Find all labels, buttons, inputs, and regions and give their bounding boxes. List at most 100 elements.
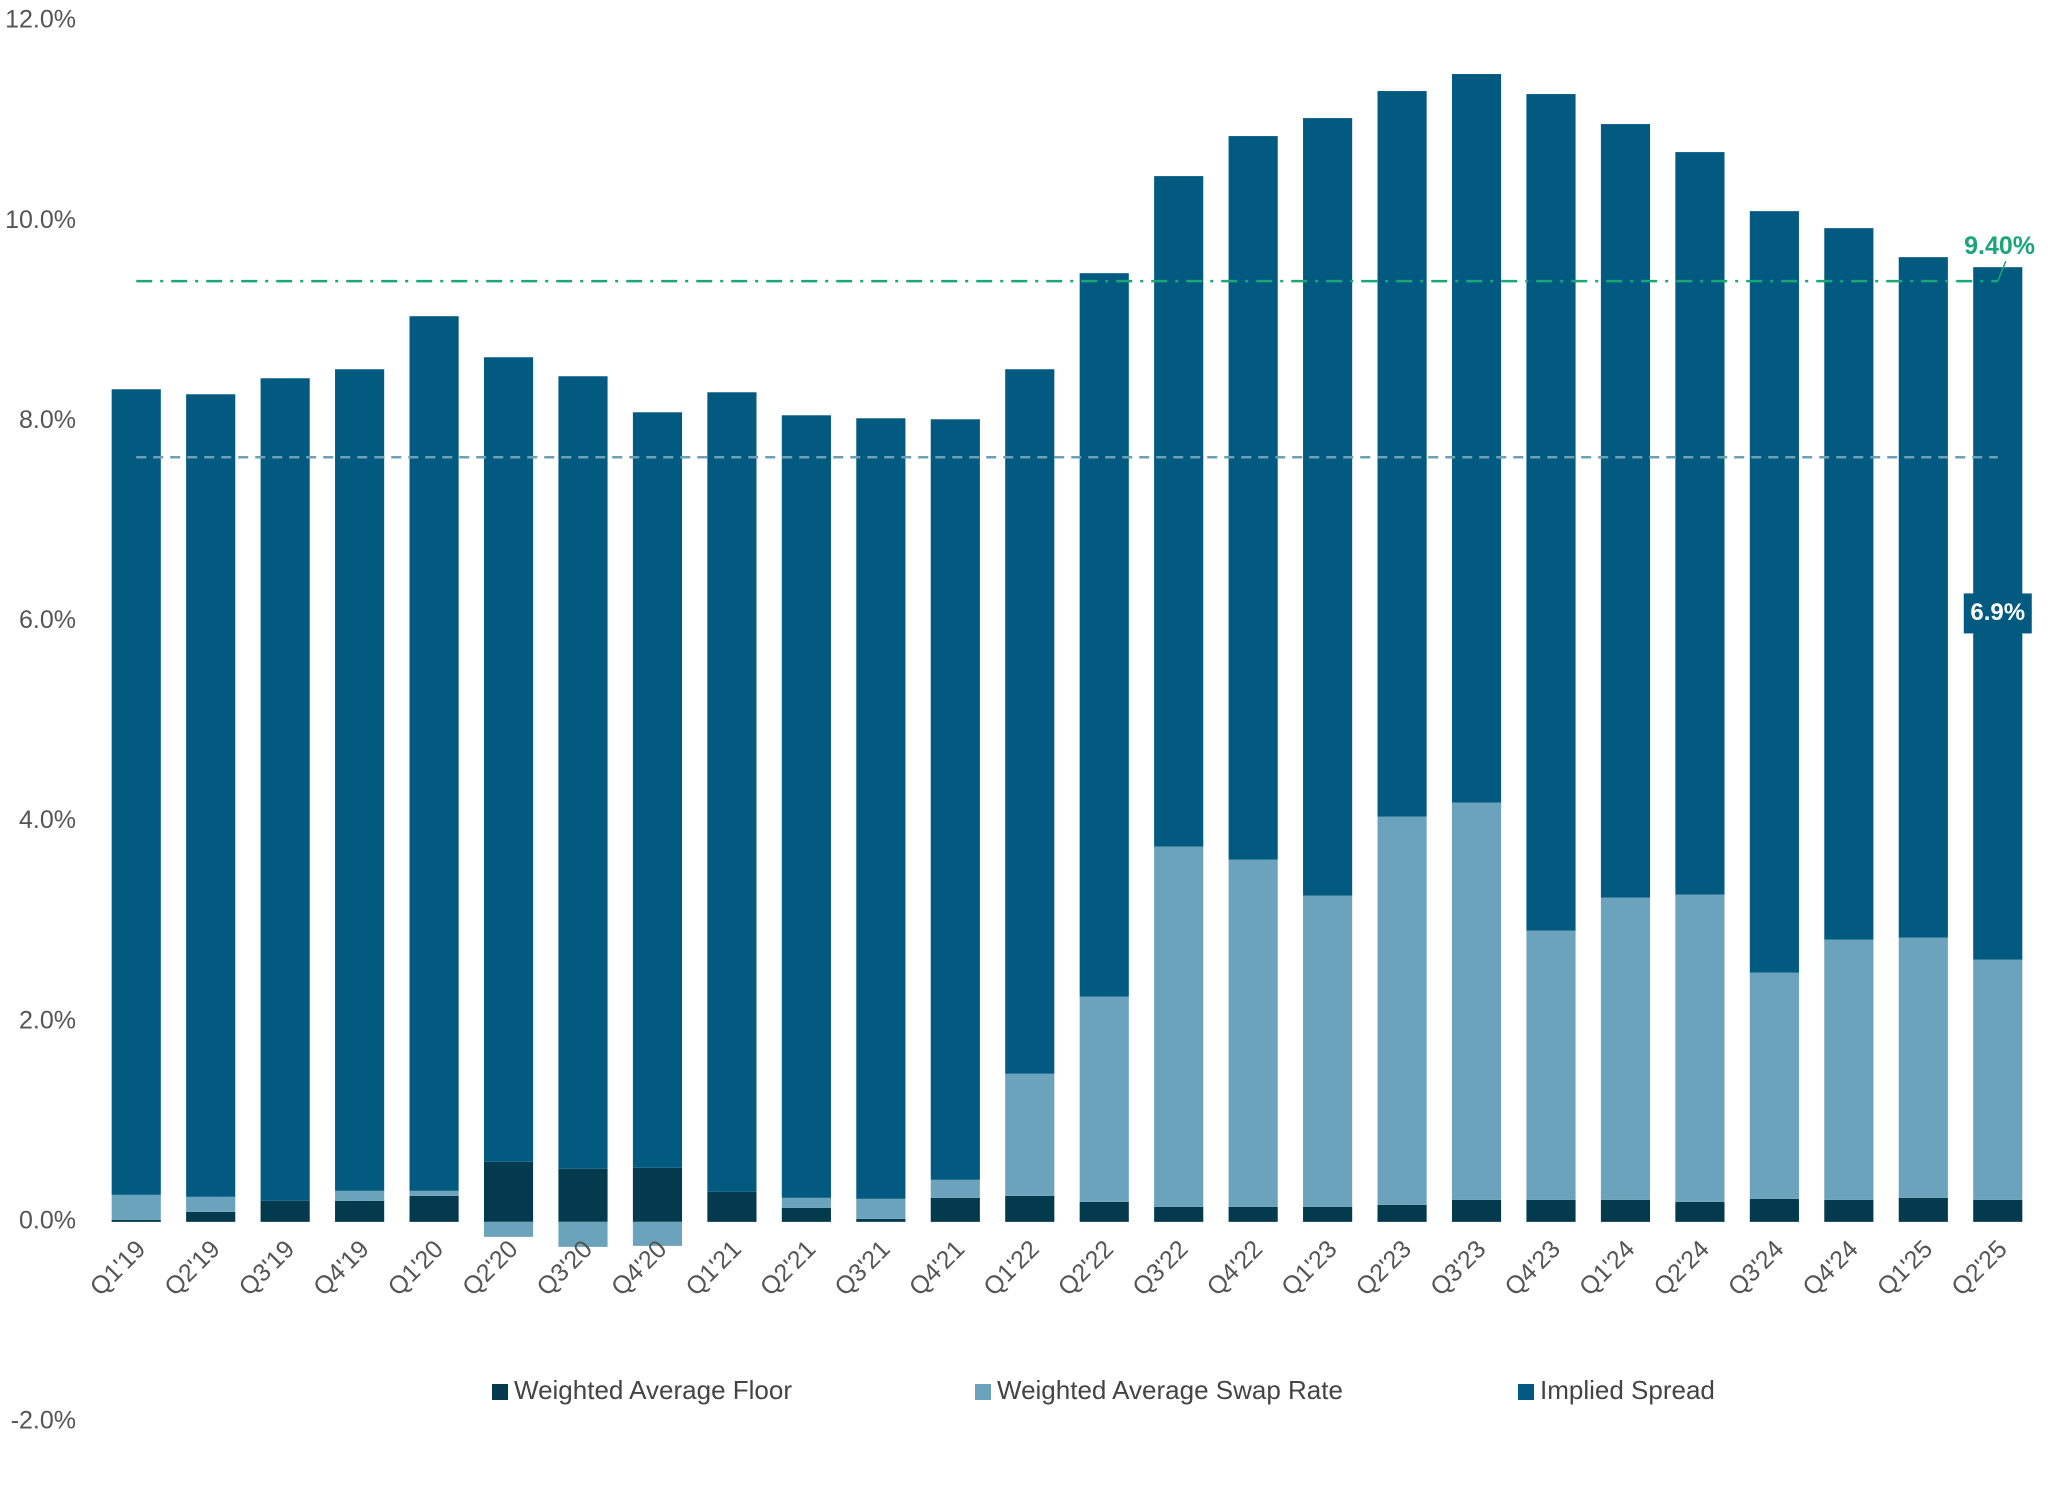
x-tick-label: Q3'21 — [829, 1235, 895, 1301]
x-tick-label: Q2'23 — [1351, 1235, 1417, 1301]
bar-segment — [1600, 897, 1651, 1200]
bar-segment — [1451, 802, 1502, 1200]
bar-segment — [409, 316, 459, 1191]
bar-segment — [930, 419, 980, 1180]
x-tick-label: Q2'25 — [1946, 1235, 2012, 1301]
bar-segment — [1898, 937, 1948, 1198]
bar-segment — [1675, 894, 1725, 1202]
bar-segment — [409, 1190, 459, 1196]
bar-segment — [335, 1190, 385, 1201]
bar-segment — [1749, 972, 1799, 1199]
bar-segment — [632, 1221, 683, 1246]
bar-segment — [1228, 1206, 1278, 1222]
bar-segment — [409, 1195, 459, 1222]
bar-segment — [1451, 74, 1502, 803]
bar-segment — [1005, 369, 1055, 1074]
x-tick-label: Q1'22 — [978, 1235, 1044, 1301]
x-tick-label: Q4'22 — [1202, 1235, 1268, 1301]
bar-segment — [1600, 124, 1651, 898]
y-tick-label: 0.0% — [19, 1206, 76, 1234]
bar-segment — [930, 1197, 980, 1222]
bar-segment — [558, 1221, 608, 1247]
bar-segment — [1675, 152, 1725, 895]
bar-segment — [856, 1198, 906, 1219]
x-tick-label: Q3'23 — [1425, 1235, 1491, 1301]
data-label-bg — [1963, 593, 2032, 634]
y-tick-label: 12.0% — [5, 6, 76, 34]
legend-swatch — [492, 1384, 508, 1400]
y-tick-label: 8.0% — [19, 406, 76, 434]
x-tick-label: Q3'22 — [1127, 1235, 1193, 1301]
legend-label: Implied Spread — [1540, 1375, 1715, 1405]
y-tick-label: 2.0% — [19, 1006, 76, 1034]
x-tick-label: Q4'23 — [1499, 1235, 1565, 1301]
x-tick-label: Q2'21 — [755, 1235, 821, 1301]
bar-segment — [1377, 1204, 1427, 1222]
bar-segment — [186, 394, 236, 1197]
y-tick-label: -2.0% — [11, 1407, 76, 1435]
bar-segment — [1749, 211, 1799, 973]
bar-segment — [1228, 859, 1278, 1207]
bar-segment — [1749, 1198, 1799, 1222]
bar-segment — [558, 376, 608, 1169]
bar-segment — [260, 378, 310, 1201]
bar-segment — [1824, 228, 1874, 940]
y-tick-label: 6.0% — [19, 606, 76, 634]
bar-segment — [1675, 1201, 1725, 1222]
x-tick-label: Q3'24 — [1723, 1235, 1789, 1301]
bar-segment — [1824, 1199, 1874, 1222]
bar-segment — [1154, 846, 1204, 1207]
bar-segment — [1898, 1197, 1948, 1222]
bar-segment — [111, 1194, 161, 1220]
bar-segment — [483, 1161, 534, 1222]
bar-segment — [781, 1207, 831, 1222]
bar-segment — [707, 1191, 757, 1222]
bar-segment — [1303, 895, 1353, 1207]
x-tick-label: Q2'22 — [1053, 1235, 1119, 1301]
reference-label: 9.40% — [1964, 232, 2035, 260]
y-tick-label: 4.0% — [19, 806, 76, 834]
bar-segment — [111, 389, 161, 1195]
bar-segment — [632, 412, 683, 1168]
bar-segment — [781, 415, 831, 1198]
legend-label: Weighted Average Floor — [514, 1375, 792, 1405]
bar-segment — [1303, 1206, 1353, 1222]
bar-segment — [1973, 959, 2023, 1200]
bar-segment — [1451, 1199, 1502, 1222]
bar-segment — [335, 369, 385, 1191]
bar-segment — [1526, 94, 1576, 931]
bar-segment — [1303, 118, 1353, 896]
bar-segment — [930, 1179, 980, 1198]
x-tick-label: Q1'21 — [680, 1235, 746, 1301]
x-tick-label: Q1'24 — [1574, 1235, 1640, 1301]
bar-segment — [1526, 1199, 1576, 1222]
bar-segment — [558, 1168, 608, 1222]
bar-segment — [186, 1196, 236, 1212]
bar-segment — [483, 357, 534, 1162]
bar-segment — [1154, 176, 1204, 847]
bar-segment — [1526, 930, 1576, 1200]
bar-segment — [1154, 1206, 1204, 1222]
bar-segment — [1377, 91, 1427, 817]
bar-segment — [483, 1221, 534, 1237]
bar-segment — [856, 418, 906, 1199]
bar-segment — [1005, 1195, 1055, 1222]
x-tick-label: Q1'20 — [383, 1235, 449, 1301]
bar-segment — [1228, 136, 1278, 860]
bar-segment — [1377, 816, 1427, 1205]
y-tick-label: 10.0% — [5, 206, 76, 234]
legend-swatch — [1518, 1384, 1534, 1400]
bar-segment — [111, 1219, 161, 1222]
bar-segment — [707, 392, 757, 1192]
legend-swatch — [975, 1384, 991, 1400]
bar-segment — [260, 1200, 310, 1222]
x-tick-label: Q1'19 — [85, 1235, 151, 1301]
x-tick-label: Q4'24 — [1797, 1235, 1863, 1301]
bar-segment — [1079, 1201, 1129, 1222]
bar-segment — [186, 1211, 236, 1222]
bar-segment — [781, 1197, 831, 1208]
bar-segment — [1005, 1073, 1055, 1196]
reference-leader — [1997, 260, 2007, 282]
data-label: 6.9% — [1970, 599, 2025, 626]
legend-label: Weighted Average Swap Rate — [997, 1375, 1343, 1405]
